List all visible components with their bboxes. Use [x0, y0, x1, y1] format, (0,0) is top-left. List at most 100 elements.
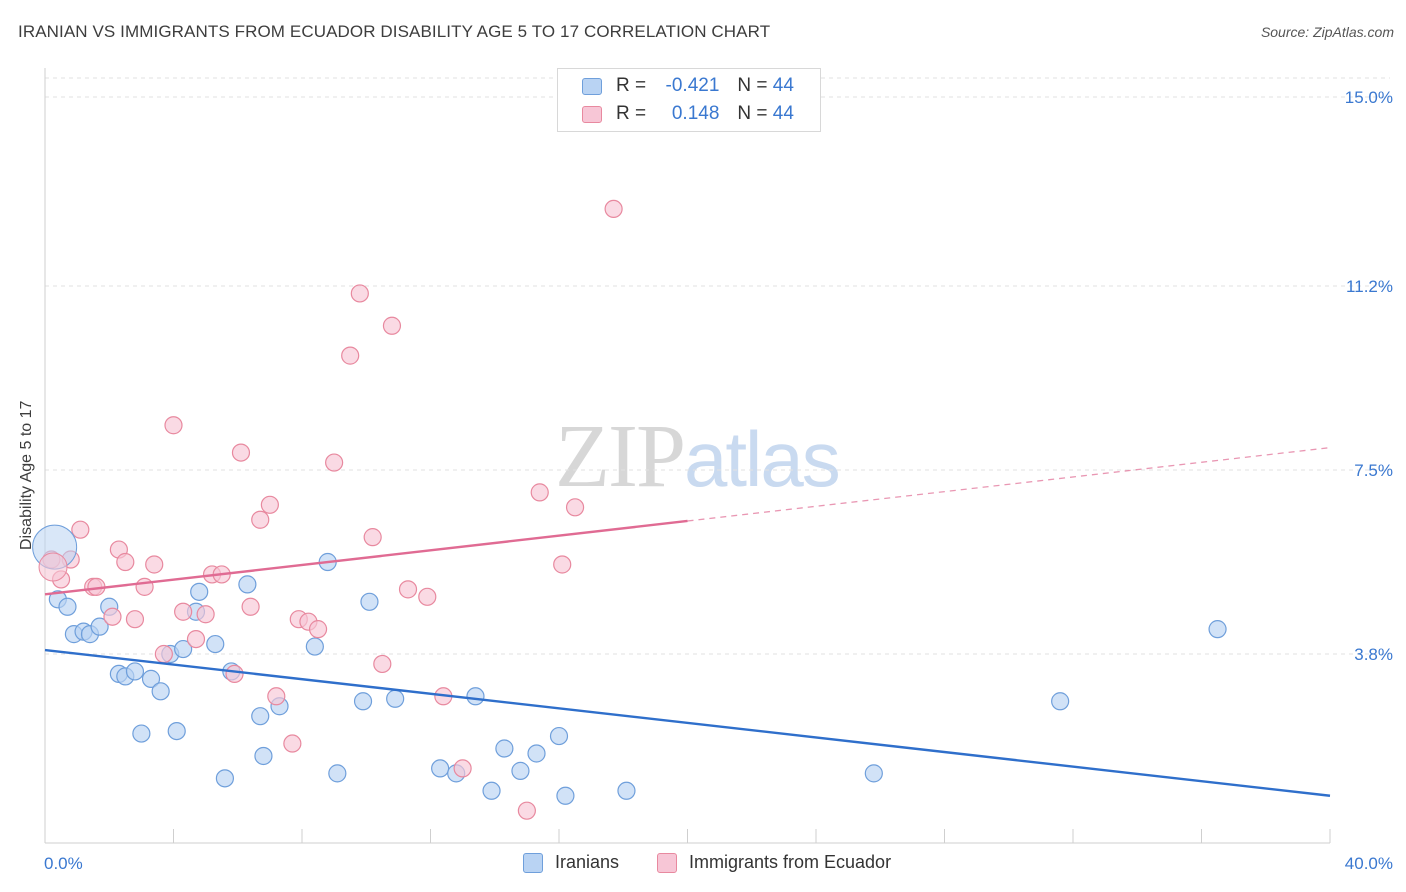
n-value: 44 — [772, 75, 794, 96]
iranian-point — [328, 764, 347, 783]
series-legend: Iranians Immigrants from Ecuador — [0, 852, 1406, 876]
ecuador-point — [251, 510, 270, 529]
r-label: R = — [616, 103, 647, 124]
stats-legend: R = -0.421 N = 44 R = 0.148 N = 44 — [557, 68, 821, 132]
ecuador-point — [225, 664, 244, 684]
iranian-point — [132, 724, 151, 743]
watermark-atlas: atlas — [684, 415, 841, 503]
stats-row-ecuador: R = 0.148 N = 44 — [582, 103, 794, 125]
ecuador-swatch — [582, 105, 602, 123]
y-tick-label: 15.0% — [1345, 88, 1393, 107]
ecuador-legend-swatch — [657, 852, 677, 873]
iranian-point — [482, 781, 501, 800]
y-tick-label: 11.2% — [1346, 277, 1393, 296]
ecuador-point — [350, 284, 369, 303]
ecuador-point — [565, 498, 585, 517]
ecuador-point — [530, 483, 549, 502]
r-value: 0.148 — [671, 103, 720, 124]
y-tick-label: 3.8% — [1354, 645, 1393, 664]
ecuador-point — [267, 687, 286, 706]
ecuador-point — [553, 555, 572, 574]
iranian-point — [466, 687, 485, 706]
watermark-zip: ZIP — [555, 407, 686, 506]
ecuador-point — [418, 587, 437, 606]
iranian-point — [141, 669, 161, 688]
x-tick-label: 40.0% — [1345, 854, 1393, 873]
ecuador-trend-extension — [687, 446, 1331, 522]
ecuador-trend-line — [44, 519, 688, 596]
ecuador-point — [325, 453, 344, 472]
iranian-point — [495, 739, 514, 758]
ecuador-point — [363, 528, 382, 547]
iranian-point — [527, 744, 546, 763]
iranian-point — [254, 746, 273, 766]
ecuador-point — [116, 552, 135, 572]
ecuador-point — [453, 759, 472, 778]
ecuador-point — [241, 597, 260, 616]
iranian-point — [305, 637, 324, 656]
ecuador-point — [196, 605, 215, 624]
ecuador-point — [164, 416, 183, 435]
ecuador-point — [604, 199, 623, 218]
iranian-point — [58, 597, 77, 616]
ecuador-point — [260, 495, 279, 514]
legend-item-iranians: Iranians — [523, 852, 619, 873]
iranian-point — [90, 617, 109, 636]
ecuador-point — [103, 607, 122, 626]
ecuador-point — [154, 644, 173, 664]
iranian-point — [864, 764, 883, 783]
r-value: -0.421 — [665, 75, 720, 96]
iranian-point — [360, 592, 379, 611]
iranian-point — [238, 575, 257, 594]
iranian-point — [215, 769, 234, 788]
iranian-point — [206, 634, 225, 654]
ecuador-point — [174, 602, 193, 621]
iranian-point — [556, 786, 575, 805]
n-label: N = — [737, 103, 768, 124]
ecuador-point — [283, 734, 302, 753]
ecuador-point — [517, 801, 536, 820]
n-label: N = — [737, 75, 768, 96]
chart-title: IRANIAN VS IMMIGRANTS FROM ECUADOR DISAB… — [18, 22, 771, 41]
ecuador-point — [382, 316, 402, 335]
iranian-point — [151, 682, 170, 701]
y-axis-label: Disability Age 5 to 17 — [18, 400, 35, 550]
iranian-point — [511, 761, 530, 780]
iranians-swatch — [582, 77, 602, 95]
iranian-point — [167, 721, 186, 741]
stats-row-iranians: R = -0.421 N = 44 — [582, 75, 794, 97]
ecuador-point — [308, 620, 328, 639]
iranian-point — [190, 582, 209, 601]
n-value: 44 — [772, 103, 794, 124]
iranian-point — [353, 692, 373, 711]
ecuador-point — [373, 654, 392, 674]
r-label: R = — [616, 75, 647, 96]
iranians-legend-swatch — [523, 852, 543, 873]
legend-item-ecuador: Immigrants from Ecuador — [657, 852, 891, 873]
iranian-trend-line — [44, 648, 1331, 797]
iranian-point — [251, 707, 270, 726]
iranian-point — [549, 726, 569, 746]
y-tick-label: 7.5% — [1354, 461, 1393, 480]
ecuador-point — [341, 346, 360, 365]
iranian-point — [431, 759, 450, 778]
iranian-point — [1208, 620, 1227, 639]
ecuador-point — [398, 580, 418, 599]
source-label: Source: ZipAtlas.com — [1260, 24, 1394, 40]
legend-label-ecuador: Immigrants from Ecuador — [689, 852, 892, 872]
ecuador-point — [125, 610, 145, 629]
ecuador-cluster-point — [38, 552, 68, 582]
iranian-point — [1051, 692, 1070, 711]
watermark: ZIPatlas — [555, 405, 841, 508]
x-tick-label: 0.0% — [44, 854, 83, 873]
ecuador-point — [186, 629, 206, 649]
iranian-point — [174, 639, 193, 659]
legend-label-iranians: Iranians — [555, 852, 620, 872]
iranian-point — [386, 689, 405, 708]
ecuador-point — [135, 577, 154, 596]
ecuador-point — [231, 443, 251, 462]
ecuador-point — [145, 555, 164, 574]
iranian-point — [617, 781, 636, 800]
ecuador-point — [71, 520, 90, 539]
